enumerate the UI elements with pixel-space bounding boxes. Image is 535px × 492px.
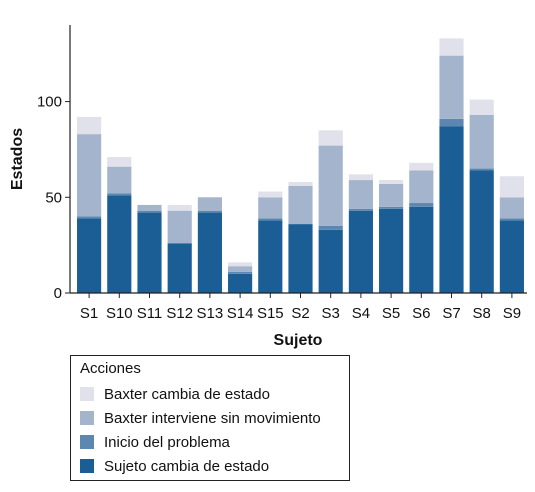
bars-layer [77,38,524,294]
bar-segment [469,170,494,293]
bar-segment [77,216,102,219]
bar-segment [348,174,373,181]
y-axis-title: Estados [9,128,26,190]
x-tick-label: S10 [106,305,133,322]
x-tick-label: S4 [352,305,370,322]
bar-segment [499,220,524,293]
x-tick-label: S11 [137,305,163,322]
bar-segment [409,170,434,204]
axes-layer [69,25,527,294]
bar-segment [499,197,524,219]
legend-title: Acciones [80,360,141,377]
bar-segment [348,208,373,211]
bar-segment [167,204,192,211]
legend-swatch [80,411,94,425]
x-tick-label: S1 [80,305,98,322]
bar-segment [409,203,434,207]
bar-segment [469,99,494,115]
x-tick-label: S2 [291,305,309,322]
legend-item-inicio-problema: Inicio del problema [80,430,340,454]
bar-segment [379,180,404,184]
bar-segment [77,218,102,293]
bar-segment [258,197,283,219]
legend-swatch [80,435,94,449]
bar-segment [288,181,313,186]
bar-segment [318,226,343,230]
bar-segment [288,185,313,225]
bar-segment [469,114,494,169]
bar-segment [137,210,162,213]
bar-segment [107,195,132,293]
bar-segment [107,193,132,196]
bar-segment [379,183,404,207]
bar-segment [228,262,253,267]
bar-segment [439,118,464,127]
x-tick-label: S5 [382,305,400,322]
x-tick-label: S7 [442,305,460,322]
bar-segment [197,197,222,211]
x-tick-label: S13 [197,305,224,322]
bar-segment [167,210,192,244]
bar-segment [499,218,524,221]
bar-segment [77,116,102,135]
bar-segment [167,243,192,293]
y-tick-label: 50 [45,189,62,206]
y-tick-label: 0 [54,285,62,302]
legend-item-baxter-cambia: Baxter cambia de estado [80,382,340,406]
bar-segment [318,229,343,293]
bar-segment [107,166,132,194]
y-tick-label: 100 [37,94,62,111]
bar-segment [107,157,132,167]
x-tick-label: S3 [322,305,340,322]
bar-segment [258,191,283,198]
bar-segment [348,180,373,209]
bar-segment [499,176,524,198]
legend-swatch [80,459,94,473]
legend-item-baxter-interviene: Baxter interviene sin movimiento [80,406,340,430]
bar-segment [318,130,343,146]
bar-segment [409,206,434,293]
legend-label: Baxter cambia de estado [104,385,270,403]
bar-segment [318,145,343,226]
x-axis-title: Sujeto [274,332,323,349]
bar-segment [137,212,162,293]
bar-segment [228,266,253,272]
legend-label: Sujeto cambia de estado [104,457,270,475]
bar-segment [379,208,404,293]
bar-segment [197,212,222,293]
bar-segment [348,210,373,293]
y-ticks: 0 50 100 [37,94,70,302]
bar-segment [439,38,464,56]
bar-segment [439,55,464,119]
bar-segment [288,224,313,293]
bar-segment [197,210,222,213]
bar-segment [469,168,494,171]
bar-segment [228,273,253,293]
x-tick-label: S14 [227,305,254,322]
bar-segment [258,220,283,293]
legend-item-sujeto-cambia: Sujeto cambia de estado [80,454,340,478]
bar-segment [77,134,102,217]
x-tick-label: S12 [166,305,193,322]
bar-segment [439,126,464,294]
legend-swatch [80,387,94,401]
bar-segment [137,204,162,211]
x-tick-label: S6 [412,305,430,322]
bar-segment [228,271,253,274]
x-ticks: S1 S10 S11 S12 S13 S14 S15 S2 S3 S4 S5 S6 S7 S8 S9 [80,293,521,322]
bar-segment [379,206,404,209]
x-tick-label: S15 [257,305,284,322]
legend-label: Baxter interviene sin movimiento [104,409,321,427]
legend: Acciones Baxter cambia de estado Baxter … [70,355,350,481]
x-tick-label: S9 [503,305,521,322]
x-tick-label: S8 [473,305,491,322]
bar-segment [258,218,283,221]
legend-label: Inicio del problema [104,433,230,451]
bar-segment [409,162,434,171]
